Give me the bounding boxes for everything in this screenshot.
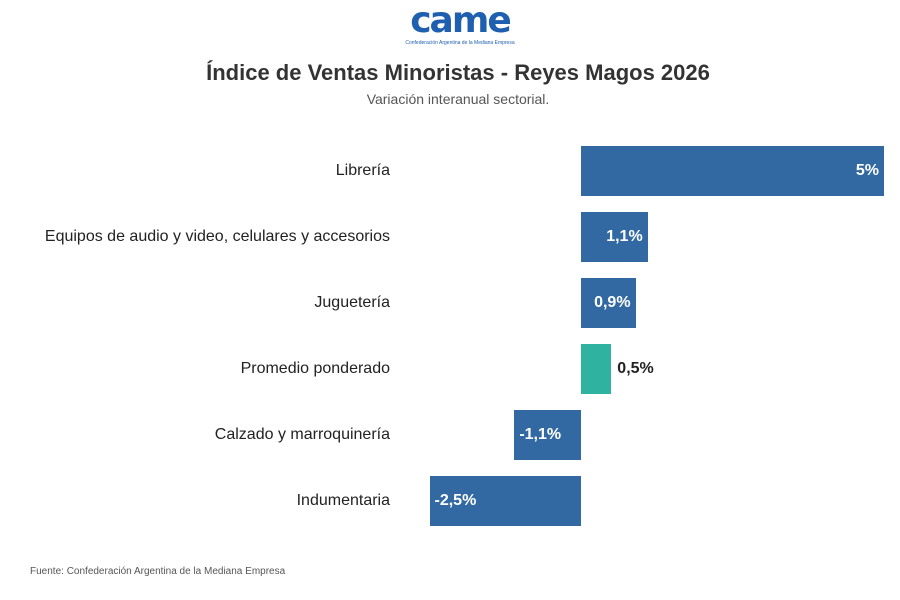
came-logo: came Confederación Argentina de la Media… xyxy=(398,2,522,52)
bar xyxy=(581,344,612,394)
logo-mark: came xyxy=(410,0,512,41)
category-label: Librería xyxy=(335,162,390,179)
category-label: Equipos de audio y video, celulares y ac… xyxy=(44,228,390,245)
category-label: Promedio ponderado xyxy=(240,360,390,377)
value-label: -2,5% xyxy=(434,492,477,509)
value-label: 0,5% xyxy=(617,360,654,377)
chart-subtitle: Variación interanual sectorial. xyxy=(366,91,550,107)
value-label: 5% xyxy=(855,162,879,179)
category-label: Juguetería xyxy=(314,294,390,311)
category-label: Calzado y marroquinería xyxy=(214,426,390,443)
value-label: -1,1% xyxy=(519,426,562,443)
bar xyxy=(581,146,884,196)
bar xyxy=(429,476,581,526)
bar xyxy=(581,278,636,328)
value-label: 0,9% xyxy=(594,294,631,311)
source-note: Fuente: Confederación Argentina de la Me… xyxy=(30,566,286,577)
chart-title: Índice de Ventas Minoristas - Reyes Mago… xyxy=(206,60,710,85)
bar xyxy=(581,212,648,262)
bar xyxy=(514,410,581,460)
category-label: Indumentaria xyxy=(296,492,390,509)
logo-subtitle: Confederación Argentina de la Mediana Em… xyxy=(405,40,515,46)
value-label: 1,1% xyxy=(606,228,643,245)
